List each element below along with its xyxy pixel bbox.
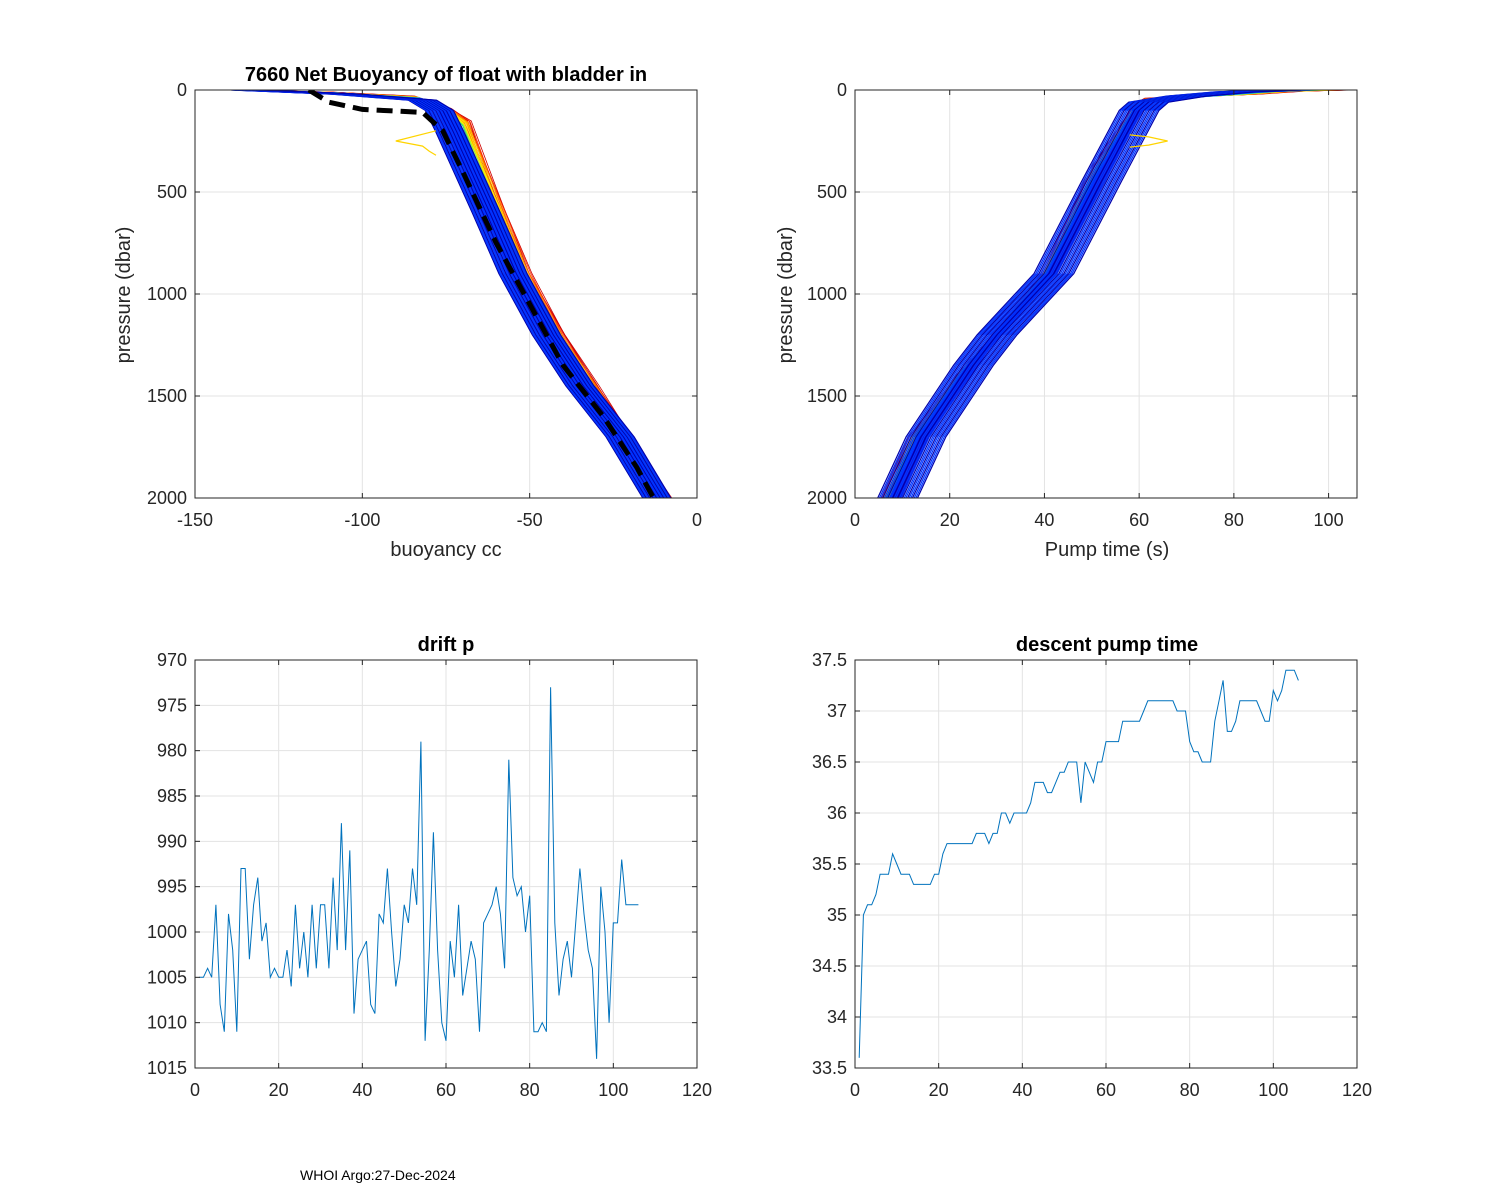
pumptime-ytick-label: 2000 [807, 488, 847, 508]
driftp-xtick-label: 0 [190, 1080, 200, 1100]
pumptime-ylabel: pressure (dbar) [775, 227, 797, 364]
driftp-title: drift p [418, 634, 475, 656]
pumptime-xtick-label: 0 [850, 510, 860, 530]
descentpump-xtick-label: 80 [1180, 1080, 1200, 1100]
descentpump-data-line [858, 669, 1299, 1058]
descentpump-xtick-label: 40 [1012, 1080, 1032, 1100]
buoyancy-title: 7660 Net Buoyancy of float with bladder … [245, 64, 647, 86]
driftp-data-line [199, 687, 639, 1059]
pumptime-axes: Pump time (s) pressure (dbar) 0 20 40 60 80 1… [775, 80, 1358, 561]
driftp-xtick-label: 100 [598, 1080, 628, 1100]
buoyancy-xtick-label: -100 [344, 510, 380, 530]
descentpump-xtick-label: 0 [850, 1080, 860, 1100]
buoyancy-xtick-label: -150 [177, 510, 213, 530]
pumptime-anomaly-line [1129, 134, 1168, 148]
pumptime-ytick-label: 1000 [807, 284, 847, 304]
descentpump-ytick-label: 37 [827, 701, 847, 721]
driftp-ytick-label: 1005 [147, 967, 187, 987]
descentpump-ytick-label: 33.5 [812, 1058, 847, 1078]
descentpump-ytick-label: 37.5 [812, 650, 847, 670]
driftp-ytick-label: 985 [157, 786, 187, 806]
descentpump-ytick-label: 34.5 [812, 956, 847, 976]
pumptime-xtick-label: 20 [940, 510, 960, 530]
pumptime-xtick-label: 60 [1129, 510, 1149, 530]
driftp-xtick-label: 120 [682, 1080, 712, 1100]
descentpump-ytick-label: 35 [827, 905, 847, 925]
descentpump-xtick-label: 20 [929, 1080, 949, 1100]
descentpump-series-group [858, 669, 1299, 1058]
driftp-ytick-label: 995 [157, 877, 187, 897]
driftp-xtick-label: 20 [269, 1080, 289, 1100]
buoyancy-profile-line [259, 90, 672, 498]
pumptime-ytick-label: 500 [817, 182, 847, 202]
driftp-ytick-label: 980 [157, 741, 187, 761]
buoyancy-xtick-label: -50 [517, 510, 543, 530]
buoyancy-mean-line [307, 90, 656, 498]
driftp-xtick-label: 40 [352, 1080, 372, 1100]
pumptime-profile-line [916, 90, 1302, 498]
pumptime-xtick-label: 80 [1224, 510, 1244, 530]
driftp-ytick-label: 1010 [147, 1013, 187, 1033]
buoyancy-xlabel: buoyancy cc [390, 539, 501, 561]
descentpump-ytick-label: 36 [827, 803, 847, 823]
driftp-ytick-label: 1000 [147, 922, 187, 942]
descentpump-xtick-label: 60 [1096, 1080, 1116, 1100]
buoyancy-ytick-label: 1000 [147, 284, 187, 304]
pumptime-series-group [877, 90, 1355, 498]
driftp-series-group [199, 687, 639, 1059]
descentpump-title: descent pump time [1016, 634, 1198, 656]
driftp-ytick-label: 970 [157, 650, 187, 670]
descentpump-ytick-label: 34 [827, 1007, 847, 1027]
buoyancy-ytick-label: 1500 [147, 386, 187, 406]
pumptime-xtick-label: 40 [1034, 510, 1054, 530]
descentpump-xtick-label: 120 [1342, 1080, 1372, 1100]
driftp-ytick-label: 990 [157, 831, 187, 851]
buoyancy-ytick-label: 0 [177, 80, 187, 100]
descentpump-ytick-label: 35.5 [812, 854, 847, 874]
pumptime-ytick-label: 1500 [807, 386, 847, 406]
descentpump-ytick-label: 36.5 [812, 752, 847, 772]
buoyancy-axes: 7660 Net Buoyancy of float with bladder … [113, 64, 702, 561]
footer-credit: WHOI Argo:27-Dec-2024 [300, 1167, 456, 1183]
descentpump-axes: descent pump time 0 20 40 60 80 100 120 33.5 34 3… [812, 634, 1372, 1100]
driftp-ytick-label: 1015 [147, 1058, 187, 1078]
descentpump-xtick-label: 100 [1258, 1080, 1288, 1100]
pumptime-ytick-label: 0 [837, 80, 847, 100]
buoyancy-ylabel: pressure (dbar) [113, 227, 135, 364]
driftp-xtick-label: 80 [520, 1080, 540, 1100]
buoyancy-anomaly-line [395, 130, 437, 156]
buoyancy-series-group [231, 90, 673, 498]
pumptime-xlabel: Pump time (s) [1045, 539, 1169, 561]
pumptime-xtick-label: 100 [1314, 510, 1344, 530]
buoyancy-ytick-label: 2000 [147, 488, 187, 508]
driftp-ytick-label: 975 [157, 695, 187, 715]
buoyancy-xtick-label: 0 [692, 510, 702, 530]
driftp-axes: drift p 0 20 40 60 80 100 120 970 975 980 985 990 99… [147, 634, 712, 1100]
driftp-xtick-label: 60 [436, 1080, 456, 1100]
buoyancy-ytick-label: 500 [157, 182, 187, 202]
